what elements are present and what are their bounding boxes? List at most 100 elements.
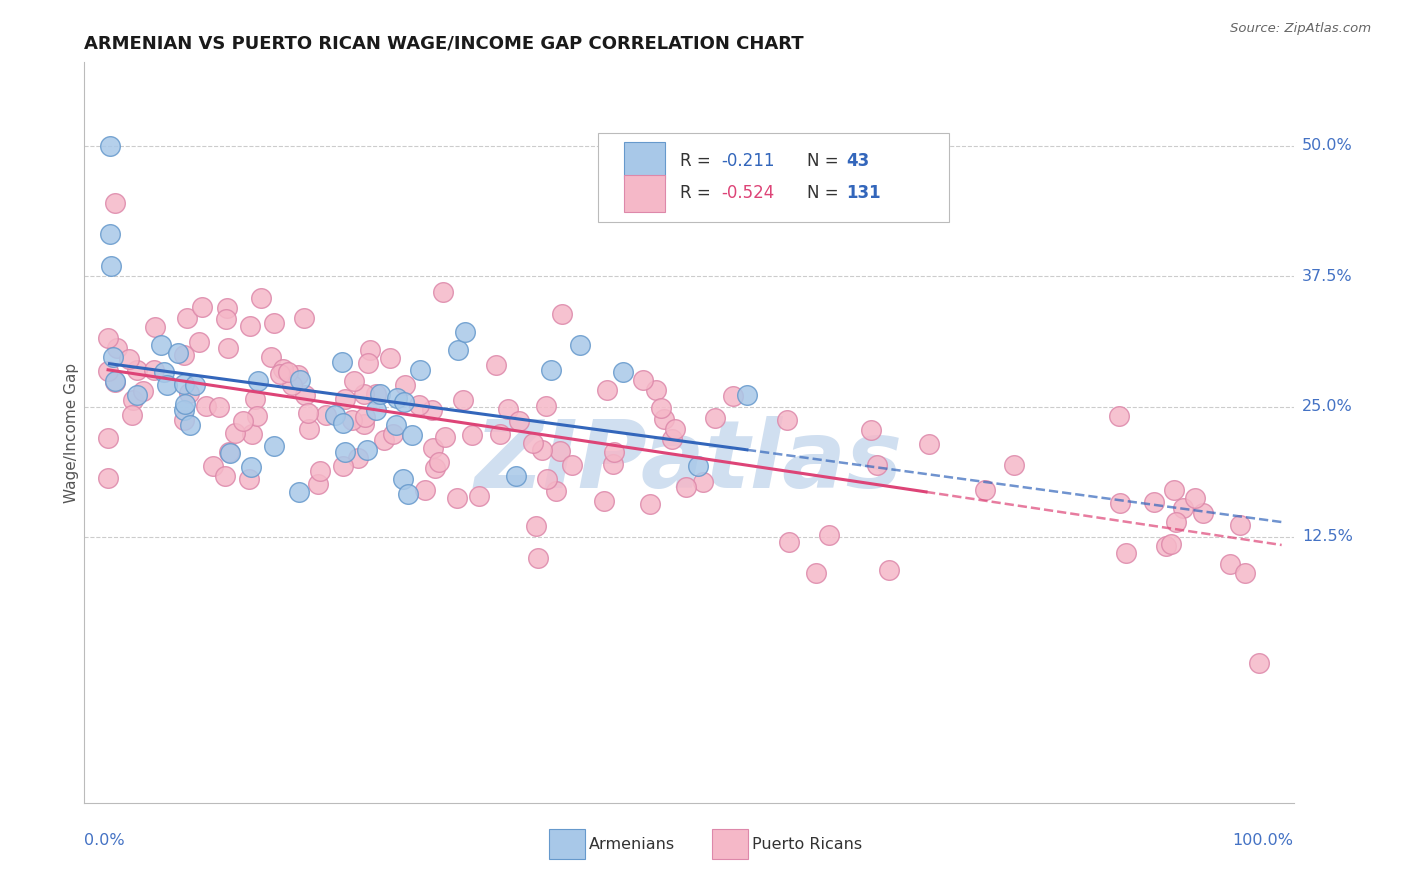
Point (202, 459, 225, 474)
Point (359, 343, 381, 357)
Point (373, 433, 395, 447)
Text: R =: R = (681, 152, 717, 169)
Point (1184, 491, 1206, 505)
Point (1249, 656, 1271, 670)
Point (214, 468, 236, 483)
Point (219, 446, 242, 460)
Point (103, 195, 125, 210)
Point (546, 483, 568, 498)
Point (381, 426, 404, 441)
Point (332, 416, 354, 430)
Point (97, 363, 120, 377)
Point (385, 418, 408, 433)
Point (347, 451, 370, 466)
Point (1219, 557, 1241, 571)
Point (536, 472, 558, 486)
Point (423, 461, 446, 475)
Point (704, 410, 727, 425)
Point (735, 388, 758, 402)
Point (215, 312, 238, 326)
Point (394, 378, 416, 392)
Point (342, 375, 364, 389)
Point (540, 363, 562, 377)
Point (818, 527, 841, 541)
Point (485, 358, 508, 372)
Point (612, 365, 634, 379)
Point (1115, 546, 1137, 560)
Point (631, 372, 654, 386)
Point (218, 445, 240, 459)
Point (340, 413, 363, 427)
Text: ZIPatlas: ZIPatlas (475, 417, 903, 508)
Point (602, 445, 624, 459)
Point (640, 497, 662, 511)
Point (409, 363, 432, 377)
Point (524, 519, 547, 533)
Point (420, 402, 443, 417)
Point (526, 550, 548, 565)
Point (661, 433, 683, 447)
Point (232, 414, 254, 428)
Point (176, 310, 198, 325)
Point (489, 427, 512, 442)
Point (98, 227, 121, 242)
Point (332, 458, 354, 473)
Point (650, 401, 672, 416)
Point (188, 335, 211, 350)
Point (260, 350, 283, 364)
Point (1156, 540, 1178, 554)
Point (353, 417, 375, 431)
Text: Source: ZipAtlas.com: Source: ZipAtlas.com (1230, 22, 1371, 36)
Point (596, 384, 619, 398)
Text: 131: 131 (846, 185, 880, 202)
Point (522, 435, 544, 450)
Point (269, 367, 291, 381)
Point (778, 534, 800, 549)
Point (550, 444, 572, 458)
Point (776, 413, 799, 427)
Point (309, 464, 332, 478)
Text: -0.211: -0.211 (721, 152, 775, 169)
Point (121, 408, 143, 422)
Point (240, 460, 263, 475)
Point (292, 310, 315, 325)
Point (246, 374, 269, 388)
Point (645, 384, 668, 398)
Point (1163, 483, 1185, 497)
Point (454, 325, 477, 339)
Point (451, 392, 474, 407)
Point (391, 471, 413, 485)
Point (315, 408, 337, 422)
Point (664, 422, 686, 436)
Point (561, 458, 583, 472)
Point (593, 494, 616, 508)
Point (97, 471, 120, 485)
Point (675, 480, 697, 494)
Point (330, 355, 353, 369)
Point (364, 403, 387, 417)
Point (721, 389, 744, 403)
Point (530, 443, 553, 458)
Point (652, 411, 675, 425)
Point (692, 475, 714, 490)
Text: N =: N = (807, 185, 845, 202)
Point (392, 394, 415, 409)
Point (288, 484, 311, 499)
Point (263, 316, 285, 330)
Point (217, 301, 239, 315)
Point (271, 362, 294, 376)
FancyBboxPatch shape (624, 143, 665, 179)
Point (688, 459, 710, 474)
Point (118, 352, 141, 367)
Point (127, 388, 149, 402)
Point (240, 427, 263, 442)
Point (447, 343, 470, 358)
Point (534, 399, 557, 413)
Text: -0.524: -0.524 (721, 185, 775, 202)
Text: 37.5%: 37.5% (1302, 268, 1353, 284)
Point (153, 365, 176, 379)
Point (918, 436, 941, 450)
Point (97, 431, 120, 445)
Point (422, 442, 444, 456)
Text: ARMENIAN VS PUERTO RICAN WAGE/INCOME GAP CORRELATION CHART: ARMENIAN VS PUERTO RICAN WAGE/INCOME GAP… (84, 35, 804, 53)
